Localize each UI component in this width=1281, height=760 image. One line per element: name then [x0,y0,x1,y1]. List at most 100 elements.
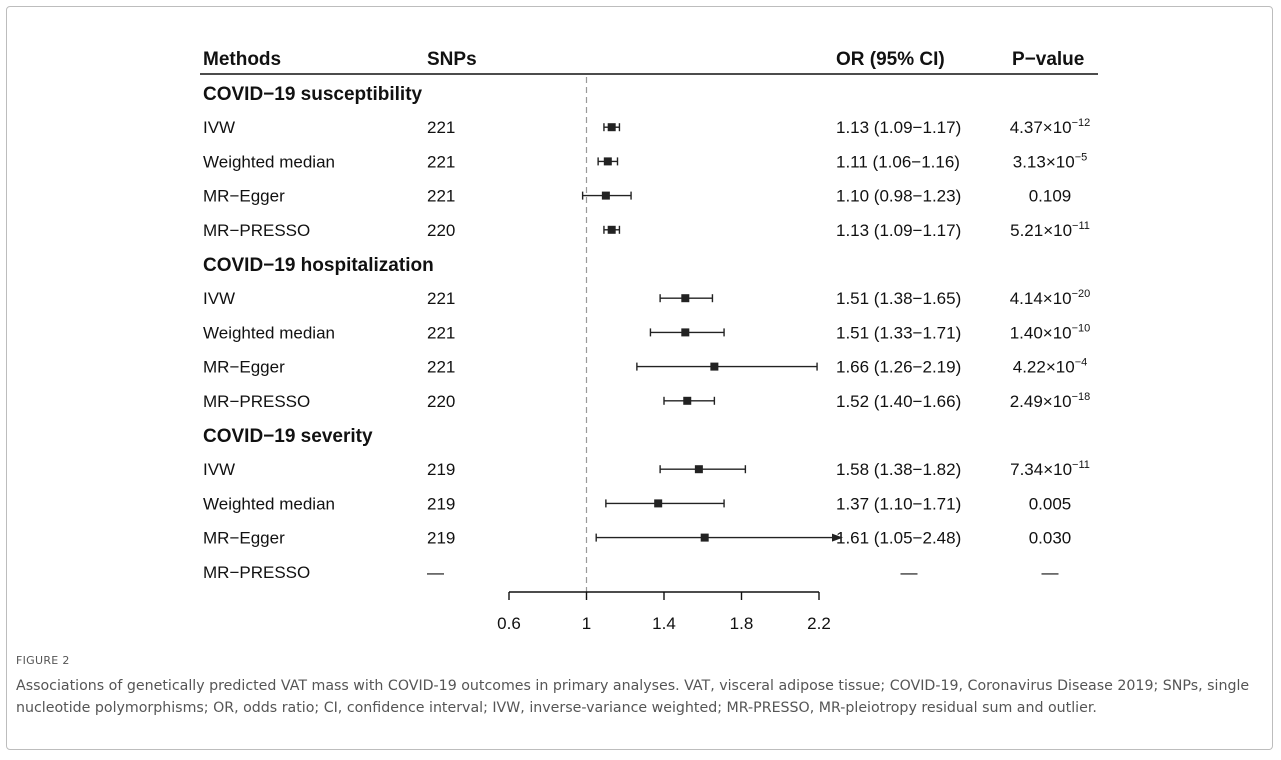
point-estimate [700,533,709,542]
header-pvalue: P−value [1012,49,1084,70]
p-value-exponent: −11 [1072,459,1090,471]
table-row: MR−Egger 221 1.10 (0.98−1.23) 0.109 [203,187,1071,206]
point-estimate [654,499,663,508]
table-row: Weighted median 221 1.51 (1.33−1.71) 1.40×1… [203,322,1090,342]
group-title: COVID−19 severity [203,426,373,447]
or-ci-text: 1.51 (1.33−1.71) [836,323,961,342]
point-estimate [710,362,719,371]
p-value: 0.109 [1029,187,1072,206]
snps-value: 219 [427,494,455,513]
or-ci-text: 1.58 (1.38−1.82) [836,460,961,479]
p-value: 1.40×10−10 [1010,322,1091,342]
snps-value: — [427,563,444,582]
snps-value: 221 [427,289,455,308]
snps-value: 220 [427,221,455,240]
x-tick-label: 1 [582,614,591,633]
snps-value: 219 [427,529,455,548]
point-estimate [601,191,610,200]
snps-value: 221 [427,187,455,206]
table-row: Weighted median 221 1.11 (1.06−1.16) 3.13×1… [203,151,1087,171]
figure-label: FIGURE 2 [16,654,70,667]
p-value: 4.37×10−12 [1010,117,1091,137]
method-label: MR−Egger [203,187,285,206]
snps-value: 221 [427,358,455,377]
method-label: IVW [203,118,235,137]
p-value: 4.14×10−20 [1010,288,1091,308]
point-estimate [681,328,690,337]
p-value-mantissa: 1.40×10 [1010,323,1072,342]
snps-value: 220 [427,392,455,411]
or-ci-text: 1.13 (1.09−1.17) [836,118,961,137]
ci-arrowhead [832,533,843,542]
point-estimate [607,123,616,132]
forest-plot: Methods SNPs OR (95% CI) P−value COVID−1… [200,49,1098,633]
snps-value: 221 [427,323,455,342]
p-value-mantissa: 3.13×10 [1013,152,1075,171]
or-ci-text: 1.11 (1.06−1.16) [836,152,960,171]
point-estimate [681,294,690,303]
method-label: MR−Egger [203,358,285,377]
p-value-exponent: −11 [1072,220,1090,232]
p-value-mantissa: 0.005 [1029,494,1072,513]
x-tick-label: 1.4 [652,614,676,633]
or-ci-text: 1.66 (1.26−2.19) [836,358,961,377]
p-value: 0.030 [1029,529,1072,548]
figure-frame [6,6,1273,750]
p-value: 0.005 [1029,494,1072,513]
p-value-mantissa: 4.14×10 [1010,289,1072,308]
method-label: MR−PRESSO [203,392,310,411]
or-ci-text: 1.61 (1.05−2.48) [836,529,961,548]
method-label: Weighted median [203,494,335,513]
table-row: Weighted median 219 1.37 (1.10−1.71) 0.005 [203,494,1071,513]
method-label: Weighted median [203,323,335,342]
p-value-exponent: −12 [1072,117,1091,129]
table-row: MR−PRESSO — — — [203,563,1059,582]
or-ci-text: — [901,563,918,582]
p-value-exponent: −18 [1072,391,1091,403]
method-label: MR−PRESSO [203,563,310,582]
point-estimate [683,396,692,405]
method-label: MR−PRESSO [203,221,310,240]
snps-value: 221 [427,118,455,137]
method-label: MR−Egger [203,529,285,548]
figure-caption: FIGURE 2 Associations of genetically pre… [16,654,1256,719]
p-value-mantissa: 0.109 [1029,187,1072,206]
table-row: MR−Egger 221 1.66 (1.26−2.19) 4.22×10−4 [203,357,1087,377]
snps-value: 219 [427,460,455,479]
header-or: OR (95% CI) [836,49,945,70]
point-estimate [603,157,612,166]
table-row: MR−PRESSO 220 1.52 (1.40−1.66) 2.49×10−18 [203,391,1090,411]
x-tick-label: 2.2 [807,614,831,633]
p-value: 2.49×10−18 [1010,391,1091,411]
group-title: COVID−19 susceptibility [203,84,423,105]
p-value: 5.21×10−11 [1010,220,1090,240]
p-value-mantissa: 2.49×10 [1010,392,1072,411]
p-value: 3.13×10−5 [1013,151,1087,171]
point-estimate [607,225,616,234]
table-row: IVW 219 1.58 (1.38−1.82) 7.34×10−11 [203,459,1090,479]
p-value-mantissa: — [1042,563,1059,582]
p-value: — [1042,563,1059,582]
p-value-mantissa: 5.21×10 [1010,221,1072,240]
snps-value: 221 [427,152,455,171]
column-headers: Methods SNPs OR (95% CI) P−value [200,49,1098,75]
point-estimate [694,465,703,474]
p-value: 7.34×10−11 [1010,459,1090,479]
or-ci-text: 1.37 (1.10−1.71) [836,494,961,513]
table-row: IVW 221 1.13 (1.09−1.17) 4.37×10−12 [203,117,1090,137]
table-row: MR−Egger 219 1.61 (1.05−2.48) 0.030 [203,529,1071,548]
p-value-mantissa: 4.37×10 [1010,118,1072,137]
header-snps: SNPs [427,49,477,70]
method-label: IVW [203,460,235,479]
p-value: 4.22×10−4 [1013,357,1087,377]
group-title: COVID−19 hospitalization [203,255,434,276]
method-label: IVW [203,289,235,308]
x-tick-label: 0.6 [497,614,521,633]
table-row: MR−PRESSO 220 1.13 (1.09−1.17) 5.21×10−11 [203,220,1090,240]
p-value-mantissa: 7.34×10 [1010,460,1072,479]
or-ci-text: 1.52 (1.40−1.66) [836,392,961,411]
or-ci-text: 1.13 (1.09−1.17) [836,221,961,240]
p-value-mantissa: 0.030 [1029,529,1072,548]
p-value-mantissa: 4.22×10 [1013,358,1075,377]
header-methods: Methods [203,49,281,70]
